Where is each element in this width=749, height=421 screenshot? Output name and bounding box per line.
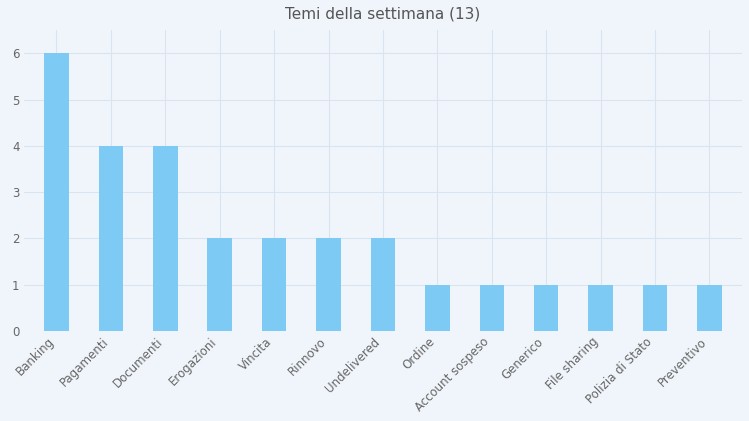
Bar xyxy=(697,285,721,331)
Bar xyxy=(262,238,286,331)
Bar xyxy=(534,285,559,331)
Title: Temi della settimana (13): Temi della settimana (13) xyxy=(285,7,481,22)
Bar xyxy=(371,238,395,331)
Bar xyxy=(643,285,667,331)
Bar xyxy=(425,285,449,331)
Bar xyxy=(588,285,613,331)
Bar xyxy=(479,285,504,331)
Bar xyxy=(99,146,123,331)
Bar xyxy=(153,146,178,331)
Bar xyxy=(316,238,341,331)
Bar xyxy=(207,238,232,331)
Bar xyxy=(44,53,69,331)
